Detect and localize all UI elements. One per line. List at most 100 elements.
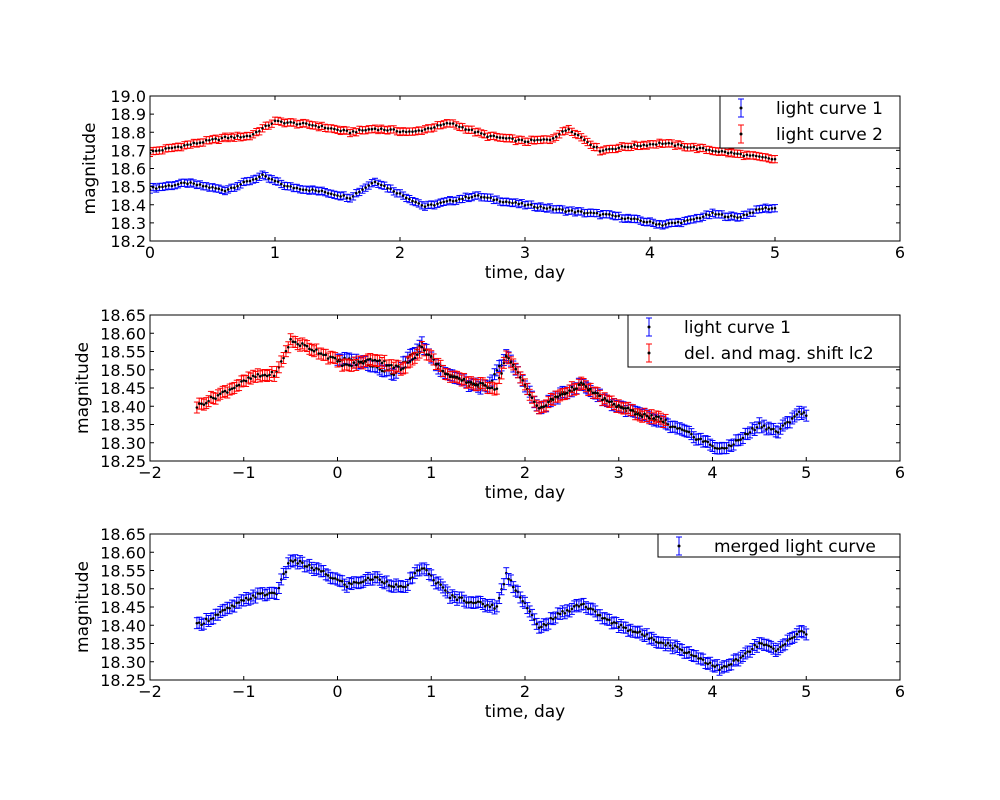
data-point: [230, 387, 234, 390]
data-point: [790, 636, 794, 640]
data-point: [455, 375, 459, 379]
data-point: [436, 202, 439, 206]
data-point: [214, 137, 217, 141]
data-point: [573, 132, 577, 136]
data-point: [582, 382, 585, 386]
data-point: [436, 581, 440, 584]
data-point: [676, 220, 680, 224]
data-point: [317, 352, 321, 355]
data-point: [317, 190, 321, 193]
data-point: [666, 641, 670, 645]
data-point: [198, 183, 202, 186]
data-point: [473, 131, 477, 134]
data-point: [669, 644, 672, 647]
data-point: [554, 616, 557, 619]
data-point: [481, 602, 485, 606]
data-point: [204, 617, 208, 621]
data-point: [526, 606, 529, 610]
data-point: [245, 180, 249, 183]
data-point: [173, 146, 177, 149]
data-point: [713, 446, 717, 450]
data-point: [706, 662, 710, 666]
data-point: [783, 642, 787, 646]
x-axis-label: time, day: [485, 263, 565, 283]
data-point: [711, 149, 714, 153]
data-point: [261, 374, 264, 377]
data-point: [211, 185, 214, 189]
data-point: [523, 140, 527, 144]
x-tick-label: 1: [270, 243, 280, 262]
data-point: [273, 119, 277, 123]
data-point: [651, 221, 655, 225]
data-point: [800, 629, 803, 633]
data-point: [242, 599, 246, 602]
data-point: [540, 625, 543, 629]
data-point: [418, 569, 421, 572]
data-point: [764, 206, 767, 210]
data-point: [350, 364, 353, 368]
data-point: [507, 577, 510, 581]
data-point: [551, 208, 555, 211]
data-point: [722, 664, 726, 668]
data-point: [711, 444, 714, 448]
data-point: [493, 372, 496, 376]
data-point: [650, 636, 653, 640]
data-point: [198, 141, 202, 144]
data-point: [629, 628, 632, 632]
data-point: [629, 217, 633, 221]
data-point: [236, 134, 239, 138]
data-point: [223, 608, 227, 612]
data-point: [561, 130, 564, 133]
data-point: [279, 120, 283, 123]
data-point: [604, 148, 608, 151]
data-point: [371, 359, 374, 362]
data-point: [528, 610, 531, 613]
data-point: [333, 193, 336, 197]
data-point: [458, 125, 461, 129]
data-point: [322, 353, 325, 357]
data-point: [292, 186, 296, 190]
data-point: [561, 208, 564, 211]
data-point: [536, 206, 539, 209]
data-point: [493, 388, 496, 391]
data-point: [448, 198, 452, 202]
data-point: [517, 202, 521, 206]
data-point: [633, 630, 637, 634]
data-point: [751, 427, 754, 430]
data-point: [708, 213, 711, 217]
data-point: [486, 386, 489, 390]
data-point: [242, 379, 246, 382]
data-point: [489, 134, 492, 138]
data-point: [454, 199, 458, 203]
data-point: [645, 220, 649, 224]
data-point: [310, 566, 314, 570]
data-point: [383, 582, 386, 585]
data-point: [533, 400, 536, 403]
data-point: [467, 196, 471, 200]
data-point: [711, 211, 714, 215]
legend: light curve 1 light curve 2: [719, 95, 901, 149]
data-point: [596, 613, 599, 617]
data-point: [425, 353, 428, 356]
data-point: [589, 211, 592, 214]
data-point: [760, 426, 764, 429]
data-point: [398, 192, 402, 195]
data-point: [464, 195, 467, 199]
data-point: [493, 607, 496, 610]
data-point: [201, 184, 205, 188]
data-point: [204, 138, 208, 142]
data-point: [615, 405, 618, 409]
y-tick-label: 18.4: [110, 196, 146, 215]
data-point: [764, 156, 767, 159]
data-point: [570, 209, 574, 212]
data-point: [586, 388, 590, 392]
data-point: [714, 149, 717, 153]
data-point: [679, 144, 683, 147]
data-point: [154, 187, 158, 190]
data-point: [598, 613, 602, 617]
data-point: [296, 342, 299, 346]
data-point: [366, 576, 370, 580]
data-point: [683, 145, 686, 149]
data-point: [564, 129, 567, 132]
data-point: [739, 438, 742, 441]
